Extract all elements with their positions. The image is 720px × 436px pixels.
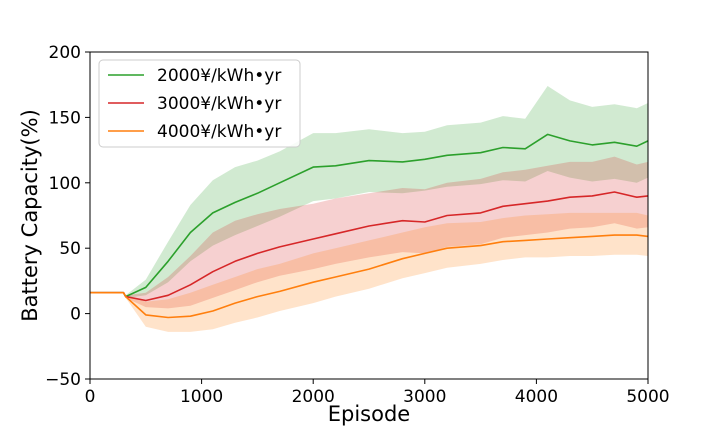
y-tick-label: 100 bbox=[49, 174, 81, 194]
band-series-3 bbox=[90, 212, 648, 332]
y-tick-label: 200 bbox=[49, 43, 81, 63]
x-tick-label: 3000 bbox=[403, 387, 446, 407]
x-tick-label: 1000 bbox=[180, 387, 223, 407]
x-tick-label: 4000 bbox=[515, 387, 558, 407]
band-series-1 bbox=[90, 86, 648, 298]
x-axis: 0 1000 2000 3000 4000 5000 bbox=[85, 379, 670, 407]
x-tick-label: 5000 bbox=[626, 387, 669, 407]
line-series-2 bbox=[90, 191, 649, 302]
legend-label: 4000¥/kWh•yr bbox=[157, 122, 281, 142]
y-tick-label: 50 bbox=[59, 239, 81, 259]
legend-label: 2000¥/kWh•yr bbox=[157, 66, 281, 86]
line-series-1 bbox=[90, 133, 649, 298]
y-axis: −50 0 50 100 150 200 bbox=[45, 43, 90, 390]
line-series-3 bbox=[90, 234, 649, 319]
legend: 2000¥/kWh•yr 3000¥/kWh•yr 4000¥/kWh•yr bbox=[98, 59, 301, 148]
plot-frame bbox=[89, 51, 649, 380]
legend-box bbox=[98, 59, 301, 148]
legend-label: 3000¥/kWh•yr bbox=[157, 94, 281, 114]
y-tick-label: −50 bbox=[45, 370, 81, 390]
x-axis-label: Episode bbox=[328, 402, 410, 426]
band-series-2 bbox=[90, 156, 648, 309]
y-tick-label: 0 bbox=[70, 305, 81, 325]
y-tick-label: 150 bbox=[49, 108, 81, 128]
series-lines bbox=[90, 133, 649, 319]
confidence-bands bbox=[90, 86, 648, 332]
y-axis-label: Battery Capacity(%) bbox=[18, 109, 42, 322]
x-tick-label: 2000 bbox=[292, 387, 335, 407]
x-tick-label: 0 bbox=[85, 387, 96, 407]
